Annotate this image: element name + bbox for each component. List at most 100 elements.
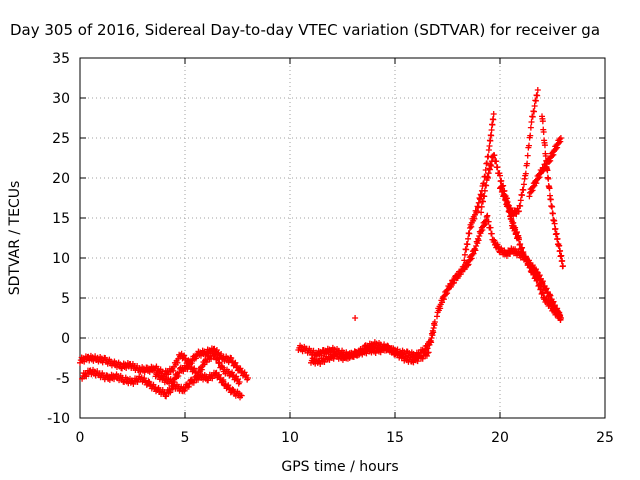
data-point-interp (540, 129, 547, 135)
data-point-interp (508, 216, 515, 223)
data-point-interp (167, 389, 174, 396)
data-point-interp (174, 359, 181, 366)
data-point-interp (485, 218, 492, 225)
y-tick-label: 15 (52, 211, 70, 227)
data-point-interp (488, 132, 495, 139)
data-point-interp (483, 182, 490, 189)
data-point-interp (531, 103, 538, 109)
data-point-interp (524, 160, 531, 167)
data-point-interp (214, 355, 221, 361)
data-point-interp (212, 351, 219, 358)
y-tick-label: 20 (52, 171, 70, 187)
data-point-interp (557, 247, 564, 254)
data-point-interp (541, 142, 548, 149)
data-point-interp (559, 257, 566, 264)
x-tick-label: 15 (386, 430, 404, 446)
data-point-interp (461, 251, 468, 258)
data-point (486, 143, 493, 149)
data-point-interp (218, 351, 225, 357)
data-point-interp (463, 246, 470, 253)
data-point (478, 209, 485, 216)
data-point-interp (208, 355, 215, 362)
data-points (77, 87, 566, 401)
data-point (211, 352, 218, 359)
data-point-interp (232, 359, 239, 366)
data-point-interp (185, 383, 192, 390)
x-tick-label: 5 (181, 430, 190, 446)
data-point (528, 119, 535, 125)
data-point-interp (465, 235, 472, 242)
y-tick-label: 30 (52, 91, 70, 107)
data-point-interp (478, 203, 485, 210)
data-point (163, 393, 170, 400)
data-point-interp (464, 241, 471, 248)
data-point-interp (527, 124, 534, 131)
data-point-interp (519, 192, 526, 199)
data-point-interp (171, 379, 178, 385)
data-point (551, 220, 558, 227)
data-point (560, 263, 566, 269)
data-point-interp (505, 202, 512, 209)
data-point (515, 208, 522, 215)
y-tick-label: 10 (52, 251, 70, 267)
data-point (534, 277, 541, 284)
data-point-interp (234, 362, 241, 369)
data-point (497, 172, 503, 179)
data-point (228, 355, 235, 361)
data-point-interp (554, 235, 561, 242)
y-tick-label: -5 (56, 371, 70, 387)
chart-title: Day 305 of 2016, Sidereal Day-to-day VTE… (10, 21, 600, 39)
data-point-interp (519, 244, 526, 251)
data-point-interp (181, 352, 188, 359)
data-point (515, 235, 522, 241)
data-point-interp (553, 230, 560, 237)
y-axis-label: SDTVAR / TECUs (7, 181, 23, 296)
data-point-interp (537, 285, 544, 292)
data-point (236, 379, 243, 385)
data-point-interp (423, 352, 430, 359)
data-point-interp (539, 289, 546, 296)
data-point-interp (501, 187, 508, 194)
data-point-interp (170, 367, 177, 374)
data-point (461, 257, 468, 264)
y-tick-label: 0 (61, 331, 70, 347)
data-point-interp (546, 185, 553, 192)
data-point-interp (517, 241, 524, 247)
data-point (352, 315, 359, 321)
axis-ticks: -10 -5 0 5 10 15 20 25 30 35 0 5 10 15 20 25 (47, 51, 614, 446)
y-tick-label: 5 (61, 291, 70, 307)
data-point-interp (483, 160, 490, 167)
data-point-interp (494, 164, 501, 171)
data-point-interp (525, 142, 532, 149)
x-tick-label: 0 (76, 430, 85, 446)
data-point-interp (498, 177, 505, 184)
data-point-interp (544, 167, 551, 174)
data-point-interp (549, 203, 556, 210)
data-point-interp (539, 118, 546, 125)
data-point-interp (181, 387, 188, 394)
data-point-interp (529, 113, 536, 120)
data-point-interp (487, 224, 494, 231)
data-point-interp (479, 198, 486, 205)
data-point-interp (532, 97, 539, 104)
grid-lines (80, 58, 605, 418)
x-tick-label: 10 (281, 430, 299, 446)
data-point-interp (490, 116, 497, 123)
data-point (484, 212, 491, 219)
data-point (425, 349, 432, 356)
data-point (557, 135, 564, 141)
data-point-interp (503, 195, 510, 202)
data-point-interp (198, 366, 205, 373)
data-point-interp (488, 230, 495, 237)
data-point-interp (545, 175, 552, 182)
data-point (490, 111, 497, 117)
x-axis-label: GPS time / hours (281, 459, 398, 475)
data-point-interp (489, 121, 496, 128)
data-point-interp (491, 152, 498, 159)
data-point-interp (500, 182, 507, 189)
data-point-interp (192, 355, 199, 362)
data-point-interp (481, 193, 488, 200)
data-point-interp (203, 359, 210, 366)
data-point-interp (531, 108, 538, 115)
